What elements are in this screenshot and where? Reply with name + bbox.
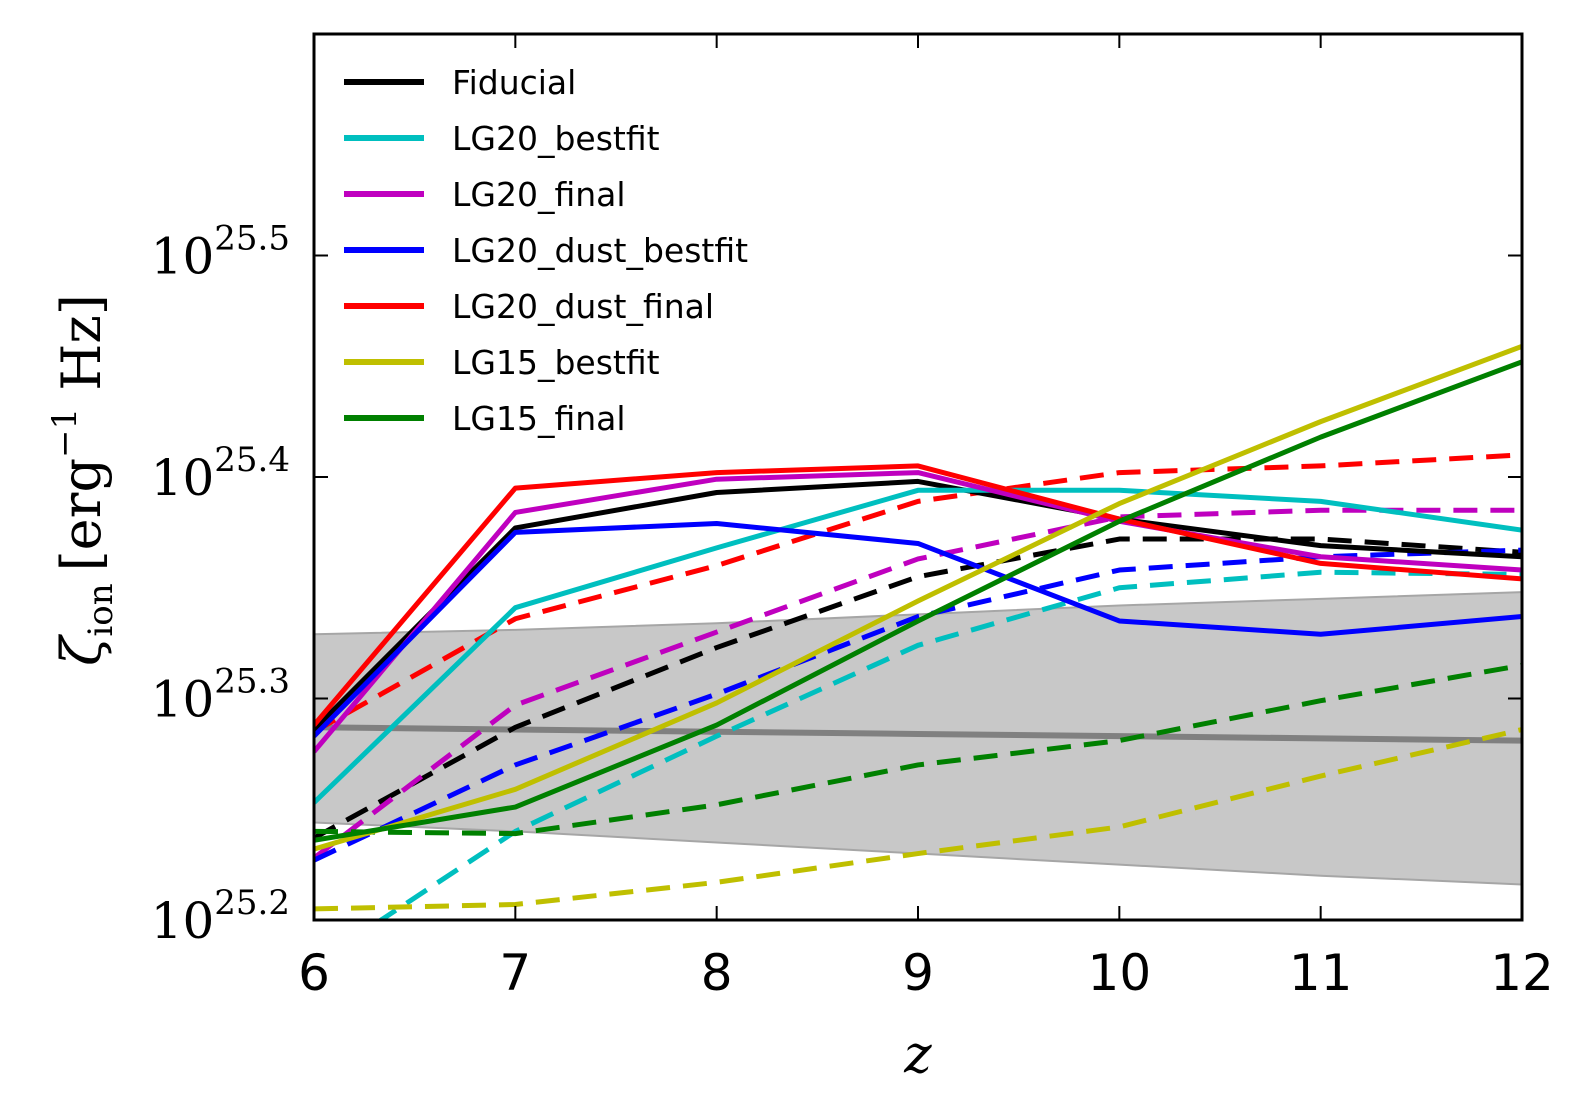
shaded-band (314, 592, 1522, 885)
plot-frame (312, 32, 1524, 922)
x-tick-label: 7 (499, 944, 531, 1002)
x-tick-label: 11 (1289, 944, 1353, 1002)
series-line-lg15-final-dashed (314, 662, 1522, 837)
series-line-lg20-bestfit (314, 487, 1522, 805)
series-line-lg20-final-dashed (314, 507, 1522, 860)
x-tick-labels: 6 7 8 9 10 11 12 (298, 944, 1554, 1002)
legend-label: LG15_bestfit (452, 343, 660, 382)
legend-label: LG20_bestfit (452, 119, 660, 158)
series-line-lg20-dust-final-dashed (314, 452, 1522, 734)
x-axis-label: z (903, 1025, 932, 1085)
legend-label: LG15_final (452, 399, 626, 438)
x-tick-label: 6 (298, 944, 330, 1002)
series-line-lg15-final (314, 359, 1522, 843)
y-tick-label: 1025.4 (151, 440, 290, 507)
series-line-fiducial-dashed (314, 536, 1522, 841)
x-tick-label: 8 (701, 944, 733, 1002)
legend-label: Fiducial (452, 63, 576, 102)
legend-label: LG20_final (452, 175, 626, 214)
series-line-lg20-dust-bestfit-dashed (314, 547, 1522, 863)
series-line-lg15-bestfit (314, 343, 1522, 852)
y-tick-label: 1025.5 (151, 219, 290, 286)
x-tick-label: 12 (1490, 944, 1554, 1002)
legend-label: LG20_dust_final (452, 287, 714, 326)
x-tick-label: 9 (902, 944, 934, 1002)
y-tick-label: 1025.2 (151, 883, 290, 950)
legend: Fiducial LG20_bestfit LG20_final LG20_dust_… (344, 63, 748, 438)
x-tick-label: 10 (1088, 944, 1152, 1002)
series-line-fiducial (314, 478, 1522, 732)
y-tick-labels: 1025.2 1025.3 1025.4 1025.5 (151, 219, 290, 951)
y-tick-label: 1025.3 (151, 662, 290, 729)
legend-label: LG20_dust_bestfit (452, 231, 748, 270)
y-axis-label: ζion[erg−1 Hz] (45, 294, 121, 666)
series-line-lg20-dust-bestfit (314, 521, 1522, 738)
series-line-lg15-bestfit-dashed (314, 727, 1522, 912)
plot-area (314, 343, 1522, 920)
series-line-lg20-final (314, 470, 1522, 754)
series-line-lg20-dust-final (314, 463, 1522, 727)
